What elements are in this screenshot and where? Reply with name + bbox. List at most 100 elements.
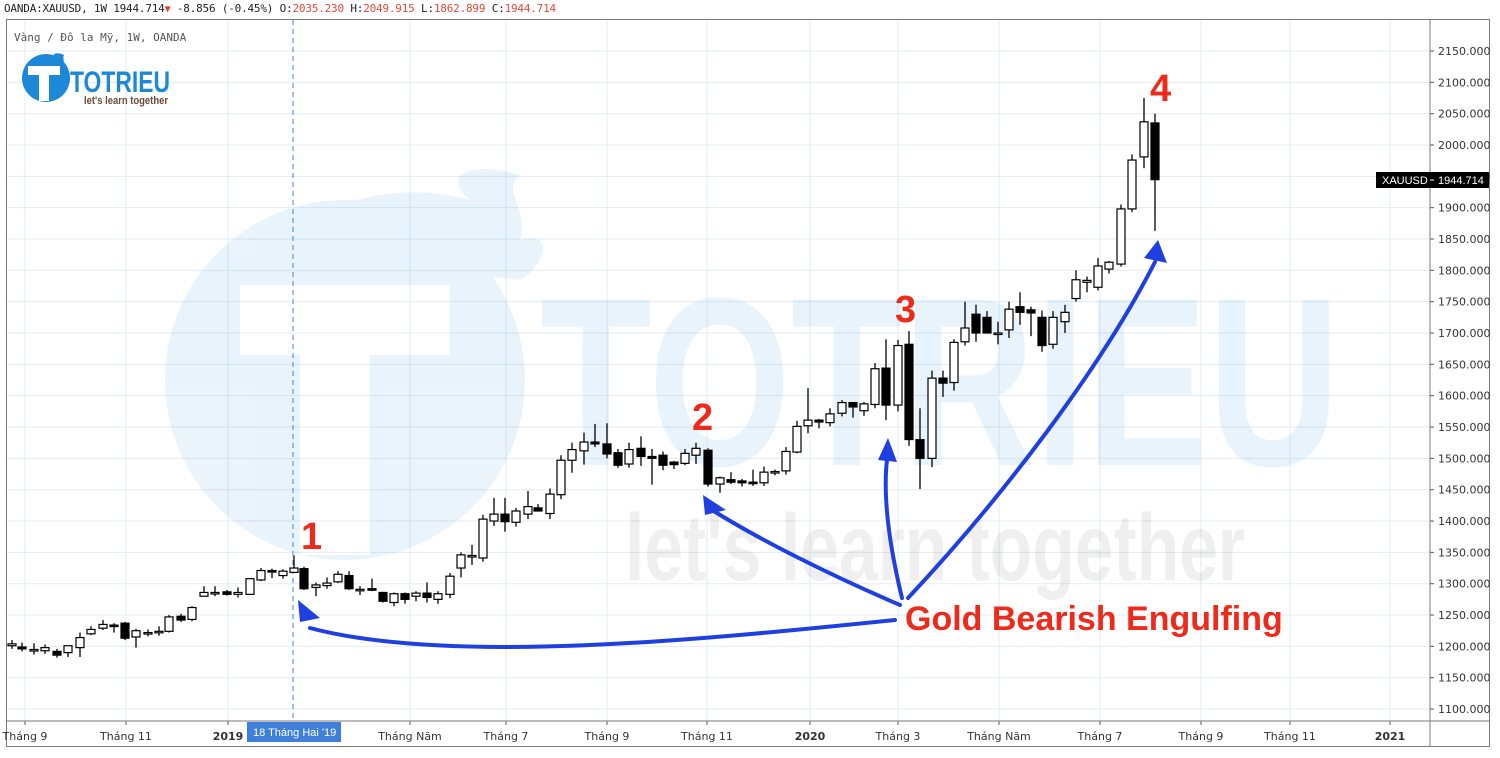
candle	[311, 582, 321, 597]
price-tick-label: 1350.000	[1438, 546, 1491, 559]
candle	[199, 586, 209, 597]
candle	[590, 423, 600, 448]
candle	[1116, 204, 1126, 267]
candle	[803, 388, 813, 434]
open-label: O:	[279, 2, 293, 15]
watermark: TOTRIEU let's learn together	[165, 169, 1340, 601]
time-tick-label: Tháng 11	[680, 730, 733, 743]
candle	[993, 321, 1003, 345]
price-tick-label: 1450.000	[1438, 484, 1491, 497]
candle	[233, 587, 243, 598]
candle	[669, 460, 679, 470]
candle	[1127, 154, 1137, 213]
candle	[210, 586, 220, 597]
arrowhead-3-icon	[878, 438, 897, 462]
time-tick-label: Tháng 11	[1263, 730, 1316, 743]
high-value: 2049.915	[363, 2, 415, 15]
candle	[691, 442, 701, 464]
candle	[523, 490, 533, 520]
candle	[456, 552, 466, 578]
candle	[422, 582, 432, 603]
price-tick-label: 2000.000	[1438, 139, 1491, 152]
price-axis[interactable]: 2150.0002100.0002050.0002000.0001950.000…	[1430, 45, 1491, 716]
candle	[1093, 257, 1103, 291]
time-tick-label: Tháng 7	[1077, 730, 1123, 743]
time-tick-label: Tháng 9	[2, 730, 48, 743]
time-tick-label: Tháng 7	[483, 730, 529, 743]
candle	[289, 555, 299, 574]
close-value: 1944.714	[504, 2, 557, 15]
candle	[737, 479, 747, 487]
candle	[511, 507, 521, 527]
candle	[131, 628, 141, 648]
candle	[322, 577, 332, 589]
price-tick-label: 1750.000	[1438, 296, 1491, 309]
chart-frame[interactable]	[6, 19, 1490, 747]
candle	[915, 408, 925, 490]
candle	[556, 455, 566, 500]
candle	[1139, 98, 1149, 169]
candle	[256, 568, 266, 582]
price-tag: XAUUSD 1944.714	[1376, 172, 1489, 188]
symbol-label: OANDA:XAUUSD, 1W	[4, 2, 107, 15]
close-label: C:	[491, 2, 505, 15]
arrow-to-1	[308, 618, 897, 649]
candle	[759, 466, 769, 486]
candle	[245, 578, 255, 595]
candle	[267, 568, 277, 579]
candle	[636, 436, 646, 466]
candle	[1150, 113, 1160, 231]
candle	[881, 339, 891, 421]
label-3: 3	[895, 289, 916, 331]
candle	[1037, 310, 1047, 352]
svg-text:let's learn together: let's learn together	[625, 495, 1245, 601]
candle	[781, 447, 791, 475]
candle	[893, 339, 903, 412]
arrowhead-4-icon	[1144, 240, 1167, 263]
price-tick-label: 1850.000	[1438, 233, 1491, 246]
candle	[478, 514, 488, 562]
price-tick-label: 2100.000	[1438, 76, 1491, 89]
candle	[971, 304, 981, 342]
candle	[29, 643, 39, 655]
symbol-header: OANDA:XAUUSD, 1W 1944.714▼ -8.856 (-0.45…	[4, 2, 556, 18]
candle	[98, 620, 108, 631]
price-tick-label: 1100.000	[1438, 703, 1491, 716]
candle	[120, 621, 130, 641]
time-tick-label: 2020	[795, 730, 826, 743]
candle	[703, 448, 713, 487]
candle	[960, 301, 970, 346]
candle	[17, 642, 27, 652]
candle	[770, 469, 780, 476]
candle	[344, 571, 354, 590]
grid-lines	[7, 20, 1430, 721]
candle	[792, 420, 802, 454]
annotation-text: Gold Bearish Engulfing	[905, 600, 1283, 638]
candle	[748, 469, 758, 486]
price-tick-label: 1150.000	[1438, 672, 1491, 685]
price-tick-label: 1800.000	[1438, 264, 1491, 277]
time-tick-label: Tháng 9	[1178, 730, 1224, 743]
candle	[837, 400, 847, 417]
candle	[927, 370, 937, 468]
candle	[355, 586, 365, 595]
price-tag-symbol: XAUUSD	[1382, 175, 1428, 187]
price-tick-label: 1550.000	[1438, 421, 1491, 434]
candle	[378, 591, 388, 603]
candle	[870, 363, 880, 409]
time-axis[interactable]: Tháng 9 Tháng 11 2019 Tháng Năm Tháng 7 Tháng…	[2, 721, 1406, 743]
candle	[433, 591, 443, 604]
totrieu-logo: TOTRIEU let's learn together	[22, 53, 170, 107]
candle	[109, 623, 119, 633]
price-tick-label: 1400.000	[1438, 515, 1491, 528]
candle	[904, 331, 914, 446]
time-tick-label: 2021	[1375, 730, 1406, 743]
candle	[7, 640, 17, 649]
arrow-to-3	[883, 450, 904, 600]
arrowheads	[298, 240, 1167, 622]
candle	[533, 504, 543, 512]
candle	[278, 569, 288, 579]
candle	[1104, 260, 1114, 274]
time-tick-label: Tháng Năm	[966, 730, 1031, 743]
